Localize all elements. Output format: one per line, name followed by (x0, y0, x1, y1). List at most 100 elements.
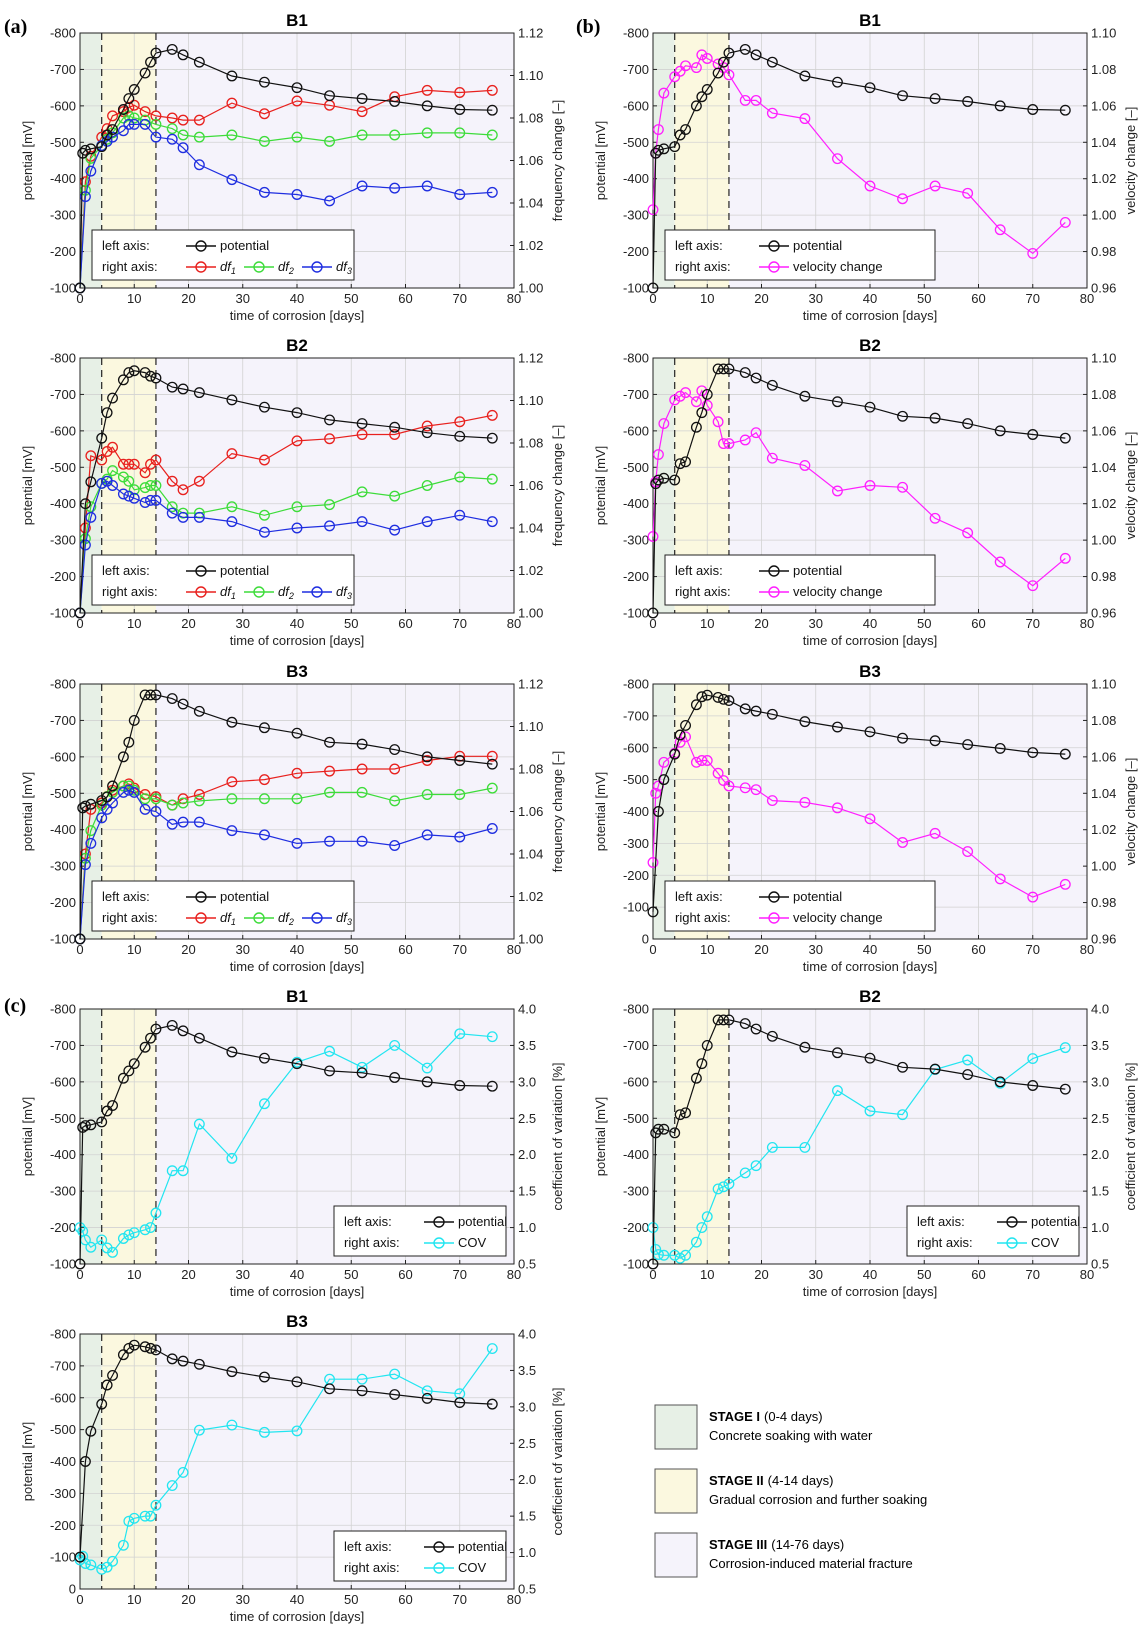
y-left-tick-label: -800 (623, 26, 649, 41)
legend: left axis: right axis: potential COV (333, 1530, 507, 1582)
data-point-df1 (324, 433, 336, 445)
y-left-tick-label: -800 (623, 1002, 649, 1017)
data-point-velocity (647, 857, 659, 868)
legend-left-axis-label: left axis: (344, 1539, 392, 1554)
legend-marker-potential (433, 1541, 445, 1553)
data-point-cov (421, 1385, 433, 1397)
data-point-potential (74, 282, 86, 294)
data-point-potential (96, 141, 108, 153)
data-point-potential (101, 1379, 113, 1391)
legend-df2-label: df2 (278, 259, 294, 276)
data-point-potential (739, 703, 751, 715)
data-point-df2 (259, 509, 270, 521)
data-point-velocity (832, 485, 843, 497)
y-right-tick-label: 1.0 (1091, 1220, 1109, 1235)
data-point-potential (723, 1014, 735, 1026)
data-point-cov (85, 1241, 97, 1253)
x-tick-label: 20 (181, 616, 195, 631)
data-point-cov (701, 1211, 713, 1223)
data-point-potential (1027, 747, 1039, 758)
x-tick-label: 40 (863, 291, 877, 306)
y-left-tick-label: -300 (623, 836, 649, 851)
data-point-df2 (421, 480, 433, 491)
data-point-cov (139, 1224, 151, 1236)
y-right-tick-label: 4.0 (1091, 1002, 1109, 1017)
legend-velocity-label: velocity change (793, 259, 883, 274)
data-point-velocity (739, 782, 751, 794)
data-point-potential (85, 476, 97, 488)
data-point-velocity (669, 71, 681, 83)
data-point-potential (962, 96, 974, 107)
data-point-cov (259, 1426, 270, 1438)
data-point-potential (123, 367, 135, 379)
data-point-df1 (356, 106, 368, 118)
data-point-potential (454, 1397, 466, 1408)
legend-right-axis-label: right axis: (917, 1235, 973, 1250)
y-left-tick-label: -100 (623, 606, 649, 621)
data-point-df2 (421, 789, 433, 800)
panel-label-b: (b) (576, 16, 600, 38)
data-point-velocity (680, 731, 692, 743)
data-point-potential (766, 1030, 778, 1042)
y-right-tick-label: 0.96 (1091, 932, 1116, 947)
legend-marker-potential (195, 240, 207, 252)
legend-marker-cov (433, 1237, 445, 1249)
data-point-potential (291, 727, 303, 739)
y-left-tick-label: -700 (50, 1038, 76, 1053)
data-point-df1 (421, 84, 433, 96)
y-left-tick-label: -600 (623, 1074, 649, 1089)
data-point-potential (421, 1076, 433, 1088)
x-tick-label: 80 (507, 616, 521, 631)
data-point-potential (85, 798, 97, 810)
legend-box (664, 880, 936, 932)
data-point-velocity (652, 124, 664, 135)
series-line-potential (79, 1024, 493, 1265)
data-point-velocity (658, 87, 670, 99)
data-point-potential (674, 458, 686, 470)
data-point-potential (647, 607, 659, 619)
x-tick-label: 60 (971, 616, 985, 631)
data-point-potential (652, 144, 664, 156)
data-point-potential (421, 100, 433, 112)
y-right-tick-label: 1.0 (518, 1220, 536, 1235)
y-left-tick-label: -600 (623, 423, 649, 438)
legend-left-axis-label: left axis: (675, 889, 723, 904)
y-axis-label-right: frequency change [–] (550, 425, 565, 546)
y-right-tick-label: 1.08 (518, 436, 543, 451)
legend-marker-cov (433, 1562, 445, 1574)
data-point-df3 (166, 507, 178, 519)
data-point-potential (226, 716, 238, 728)
legend-box (333, 1530, 507, 1582)
legend-marker-potential (768, 565, 780, 577)
data-point-df3 (79, 191, 91, 203)
data-point-potential (74, 1551, 86, 1563)
data-point-potential (139, 689, 151, 701)
x-axis-label: time of corrosion [days] (230, 1284, 364, 1299)
chart-c-B2: 0 10 20 30 40 50 60 70 80 -100 -200 -300 -400 -500 -60… (593, 987, 1138, 1299)
data-point-velocity (994, 873, 1006, 885)
legend-df3-label: df3 (336, 259, 352, 276)
x-tick-label: 60 (398, 616, 412, 631)
data-point-potential (690, 1072, 702, 1084)
data-point-velocity (1059, 216, 1071, 228)
data-point-df3 (389, 182, 401, 194)
legend-left-axis-label: left axis: (917, 1214, 965, 1229)
data-point-potential (696, 407, 708, 419)
legend-df3-label: df3 (336, 584, 352, 601)
data-point-df2 (356, 129, 368, 141)
data-point-potential (718, 56, 729, 68)
data-point-potential (193, 56, 205, 68)
data-point-potential (680, 719, 692, 731)
data-point-potential (259, 1371, 270, 1383)
data-point-df3 (107, 131, 119, 143)
data-point-potential (696, 1058, 708, 1070)
data-point-potential (356, 738, 368, 750)
data-point-potential (74, 933, 86, 945)
x-tick-label: 80 (507, 291, 521, 306)
x-tick-label: 70 (1026, 616, 1040, 631)
x-tick-label: 10 (127, 1592, 141, 1607)
x-tick-label: 80 (507, 1267, 521, 1282)
data-point-potential (766, 56, 778, 68)
data-point-potential (718, 693, 729, 705)
data-point-potential (929, 93, 941, 105)
